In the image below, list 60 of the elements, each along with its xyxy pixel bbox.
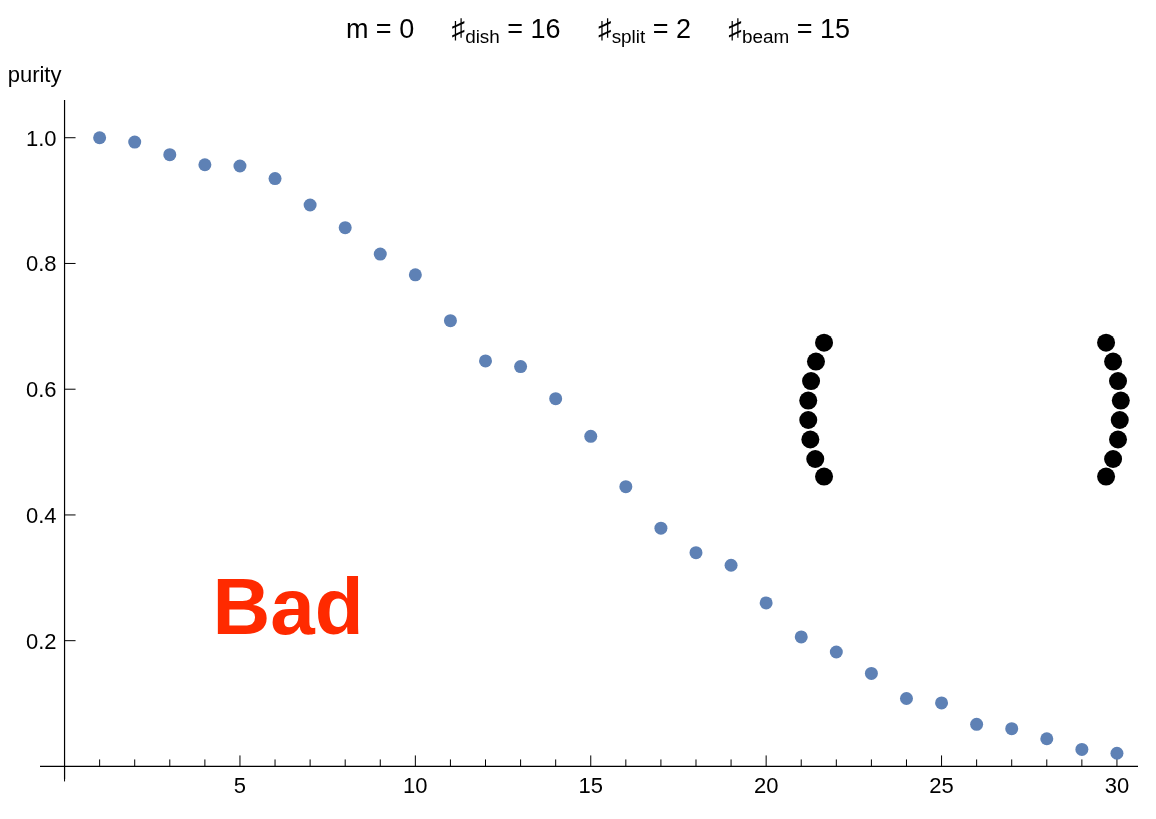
point: [128, 135, 142, 149]
point: [802, 372, 821, 391]
x-tick-label: 10: [403, 773, 428, 799]
point: [619, 480, 633, 494]
point: [864, 666, 878, 680]
point: [443, 314, 457, 328]
point: [408, 268, 422, 282]
point: [794, 630, 808, 644]
point: [268, 172, 282, 186]
point: [1110, 746, 1124, 760]
point: [303, 198, 317, 212]
x-tick-label: 30: [1104, 773, 1130, 799]
annotation: Bad: [212, 562, 364, 652]
point: [806, 449, 825, 468]
point: [233, 159, 247, 173]
point: [1109, 430, 1127, 449]
x-tick-label: 15: [578, 773, 603, 799]
point: [1104, 449, 1123, 468]
x-tick-label: 25: [929, 773, 954, 799]
point: [584, 429, 598, 443]
point: [373, 247, 387, 261]
y-tick-label: 1.0: [25, 125, 57, 151]
y-tick-label: 0.4: [25, 502, 57, 528]
point: [899, 692, 913, 706]
point: [1110, 411, 1129, 430]
point: [93, 131, 107, 145]
point: [549, 392, 563, 406]
point: [514, 360, 528, 374]
y-tick-label: 0.6: [25, 377, 57, 403]
point: [198, 158, 212, 172]
point: [1005, 722, 1019, 736]
point: [815, 333, 834, 352]
point: [759, 596, 773, 610]
point: [1097, 467, 1116, 486]
x-tick-label: 20: [753, 773, 779, 799]
y-tick-label: 0.8: [25, 251, 57, 277]
point: [1104, 352, 1123, 371]
point: [970, 717, 984, 731]
point: [815, 467, 834, 486]
point: [1097, 333, 1116, 352]
point: [1111, 391, 1130, 410]
point: [724, 558, 738, 572]
point: [799, 391, 818, 410]
point: [654, 521, 668, 535]
point: [801, 430, 820, 449]
point: [479, 354, 493, 368]
y-axis-title: purity: [7, 62, 62, 87]
point: [806, 352, 825, 371]
point: [829, 645, 843, 659]
x-tick-label: 5: [233, 773, 247, 799]
point: [935, 696, 949, 710]
point: [1040, 732, 1054, 746]
point: [1075, 742, 1089, 756]
point: [689, 546, 703, 560]
point: [338, 221, 352, 235]
y-tick-label: 0.2: [25, 628, 57, 654]
chart-title: m = 0 ♯$_{dish}$ = 16 ♯$_{split}$ = 2 ♯$_{beam}$ = 15: [345, 14, 851, 47]
point: [1109, 372, 1127, 391]
point: [163, 148, 177, 162]
point: [799, 411, 818, 430]
